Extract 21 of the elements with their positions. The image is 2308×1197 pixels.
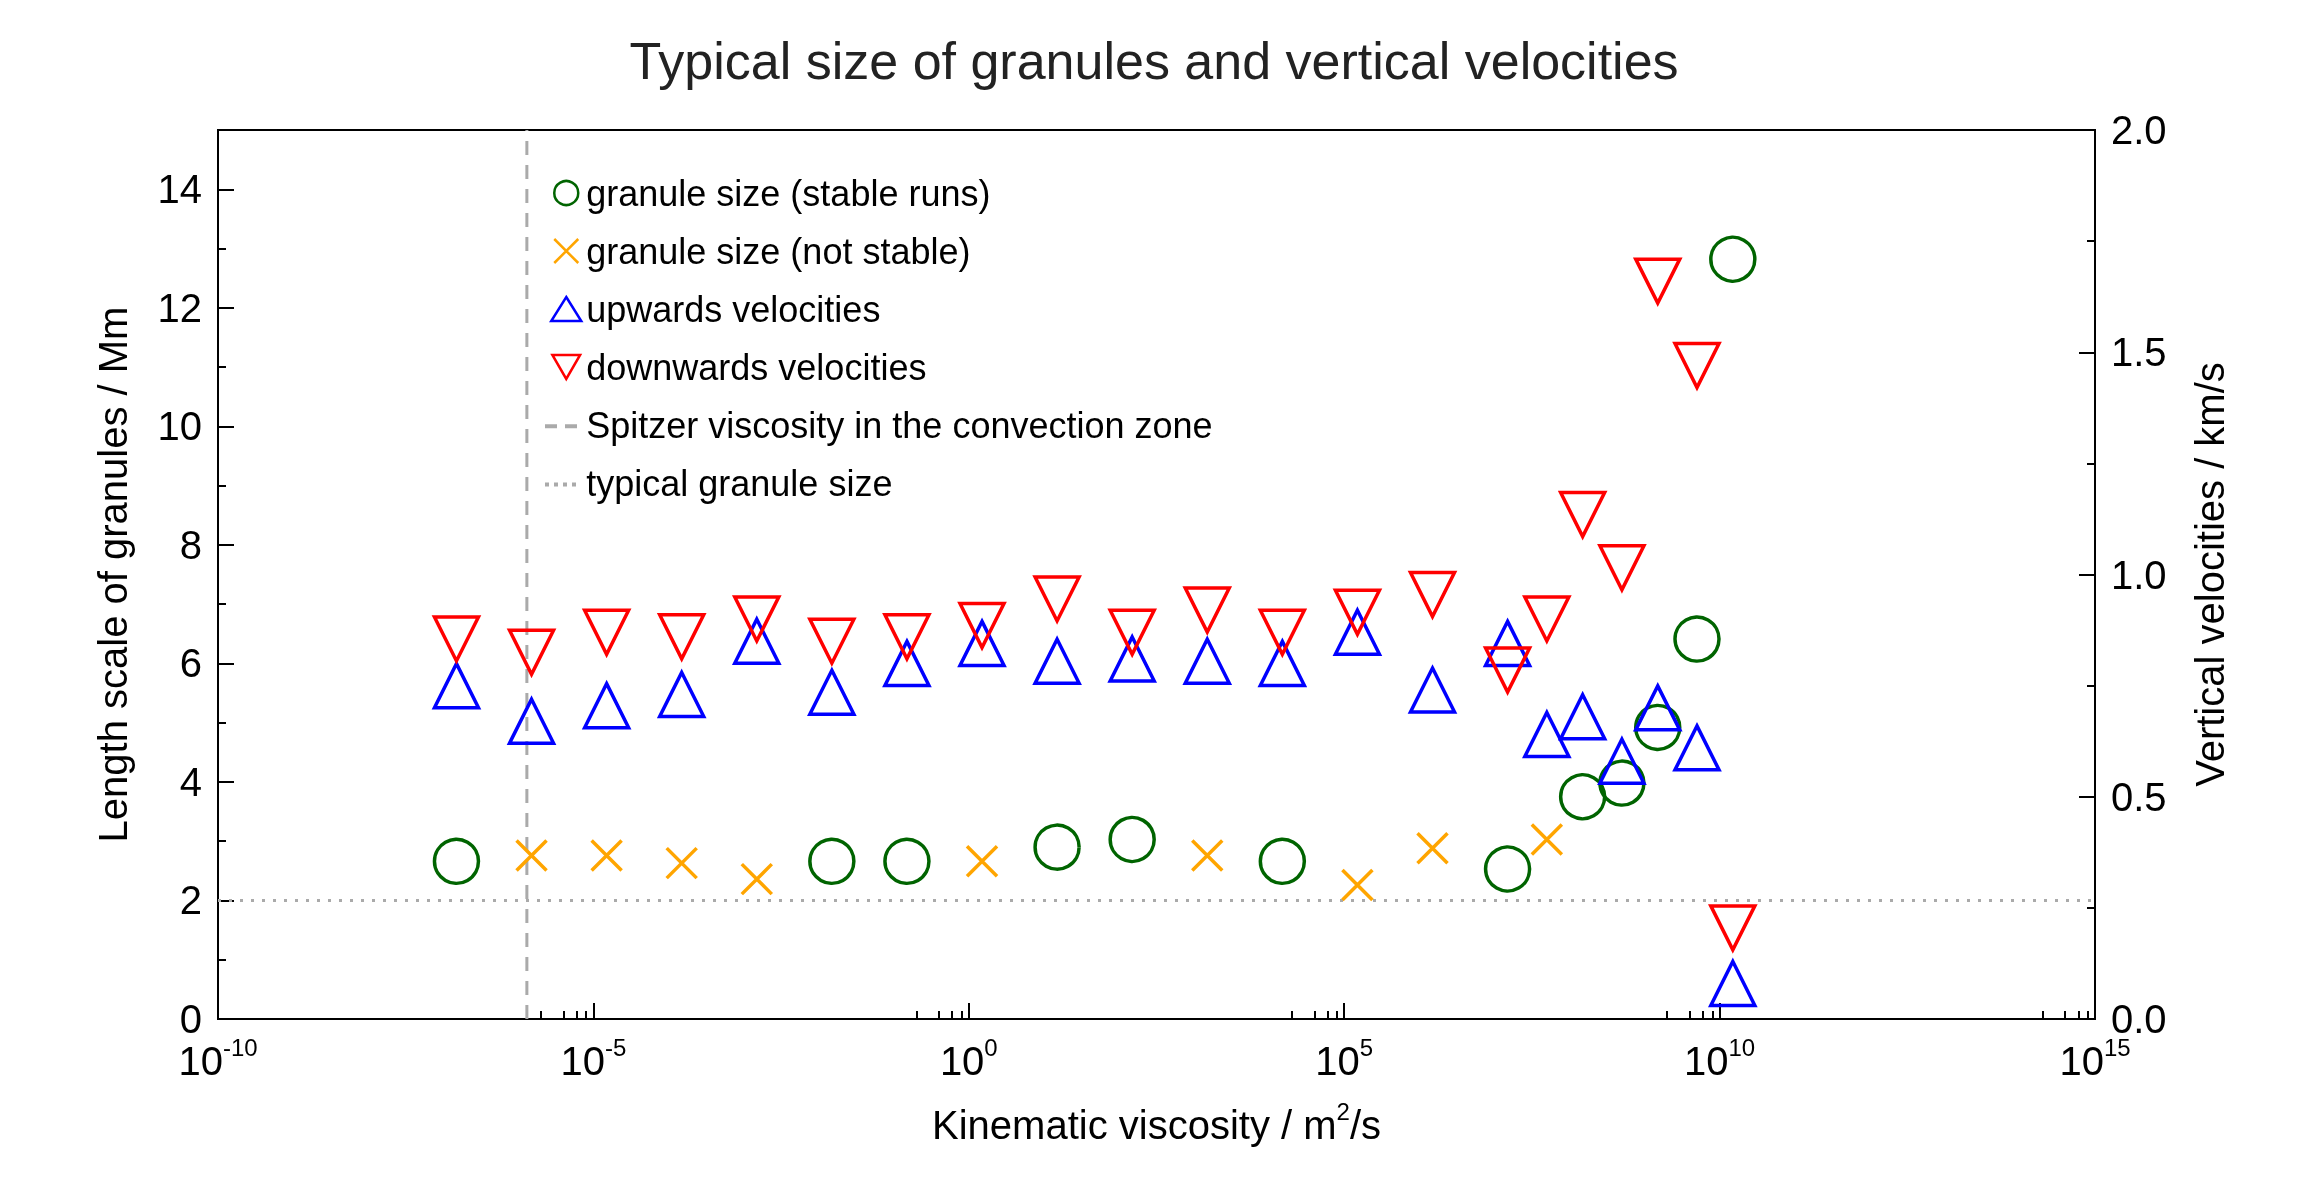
y-tick-label: 2	[179, 878, 202, 923]
chart-title: Typical size of granules and vertical velocities	[629, 32, 1679, 90]
y2-tick-label: 2.0	[2111, 108, 2167, 152]
legend-label: granule size (stable runs)	[586, 172, 991, 214]
legend-label: upwards velocities	[586, 288, 881, 330]
ref-line-label: Spitzer viscosity in the convection zone	[586, 404, 1213, 446]
y-tick-label: 14	[157, 167, 202, 212]
y-tick-label: 12	[157, 285, 202, 330]
y-tick-label: 0	[179, 997, 202, 1041]
y-axis-title: Length scale of granules / Mm	[91, 306, 135, 843]
y2-tick-label: 1.0	[2111, 552, 2167, 597]
legend-label: typical granule size	[586, 462, 893, 504]
y2-tick-label: 1.5	[2111, 330, 2167, 375]
y2-tick-label: 0.5	[2111, 774, 2167, 819]
y-tick-label: 4	[179, 759, 202, 804]
y-tick-label: 8	[179, 522, 202, 567]
y-tick-label: 10	[157, 404, 202, 449]
legend-label: downwards velocities	[586, 346, 927, 388]
y-tick-label: 6	[179, 641, 202, 686]
legend-label: granule size (not stable)	[586, 230, 971, 272]
y2-axis-title: Vertical velocities / km/s	[2188, 362, 2232, 787]
